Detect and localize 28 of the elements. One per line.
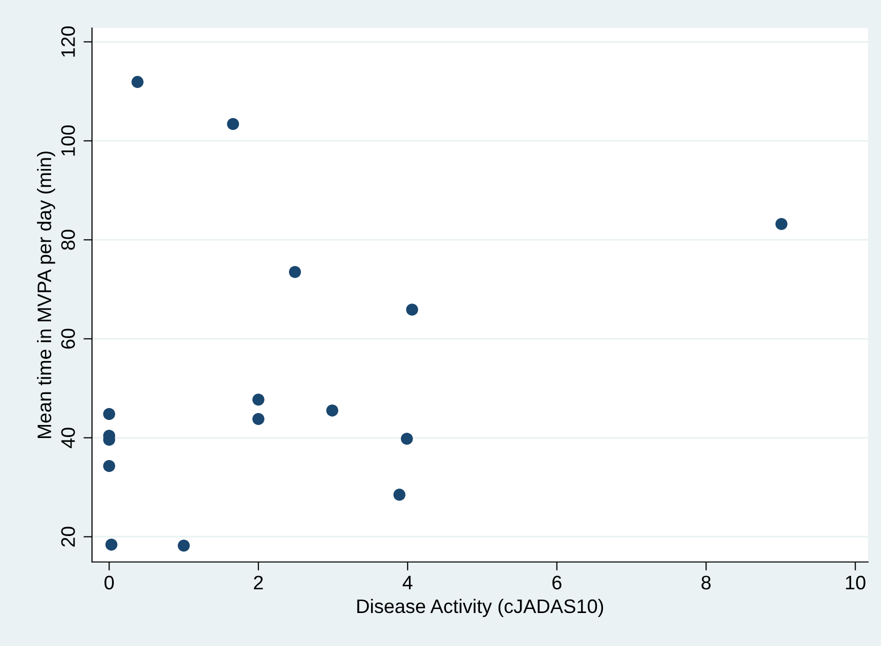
point [775, 218, 788, 230]
point [252, 394, 264, 406]
y-tick-label: 20 [61, 526, 75, 547]
y-tick-label: 100 [61, 125, 75, 156]
point [227, 118, 240, 130]
point [326, 404, 338, 417]
point [132, 76, 144, 88]
y-tick-label: 40 [61, 428, 75, 448]
x-tick-label: 0 [104, 576, 114, 590]
x-axis-title: Disease Activity (cJADAS10) [357, 598, 604, 617]
point [400, 432, 413, 445]
point [288, 266, 301, 278]
point [103, 460, 116, 472]
y-tick-label: 80 [61, 230, 75, 250]
x-tick-label: 8 [702, 576, 711, 590]
point [178, 540, 190, 552]
y-axis-title: Mean time in MVPA per day (min) [37, 152, 56, 438]
x-tick-label: 10 [846, 576, 866, 590]
x-tick-label: 4 [402, 576, 412, 590]
x-tick-label: 6 [552, 576, 562, 590]
point [252, 412, 264, 425]
point [406, 304, 418, 316]
y-tick-label: 60 [61, 328, 75, 349]
point [393, 488, 406, 501]
point [103, 408, 116, 420]
x-tick-label: 2 [254, 576, 263, 590]
point [105, 538, 118, 551]
y-tick-label: 120 [61, 26, 75, 57]
